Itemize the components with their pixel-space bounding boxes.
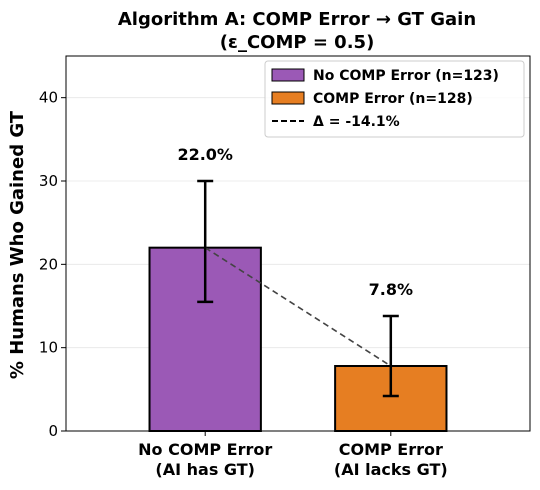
- data-label: 22.0%: [177, 145, 233, 164]
- y-gridlines: [66, 97, 530, 432]
- y-tick-label: 20: [39, 255, 58, 273]
- y-tick-label: 30: [39, 172, 58, 190]
- x-tick-label: (AI lacks GT): [334, 460, 448, 479]
- delta-connector: [204, 246, 392, 367]
- data-labels: 22.0% 7.8%: [177, 145, 413, 299]
- legend-box: [264, 60, 525, 138]
- chart-title: Algorithm A: COMP Error → GT Gain: [118, 9, 476, 30]
- legend-label: COMP Error (n=128): [313, 91, 473, 107]
- y-tick-label: 0: [48, 422, 58, 440]
- chart-subtitle: (ε_COMP = 0.5): [220, 32, 375, 53]
- data-label: 7.8%: [369, 280, 413, 299]
- legend-swatch: [271, 68, 305, 82]
- x-tick-label: No COMP Error: [138, 440, 272, 459]
- x-tick-label: (AI has GT): [155, 460, 255, 479]
- plot-frame: [65, 55, 531, 432]
- y-tick-label: 10: [39, 339, 58, 357]
- error-bars: [197, 179, 399, 398]
- bars: [148, 246, 448, 432]
- y-axis-ticks: 0 10 20 30 40: [39, 89, 66, 440]
- legend-swatch: [271, 91, 305, 105]
- x-tick-label: COMP Error: [339, 440, 443, 459]
- legend-label: Δ = -14.1%: [313, 114, 400, 130]
- legend-label: No COMP Error (n=123): [313, 68, 499, 84]
- delta-line: [204, 246, 392, 367]
- y-axis-label: % Humans Who Gained GT: [7, 110, 28, 379]
- y-tick-label: 40: [39, 89, 58, 107]
- x-axis-ticks: No COMP Error(AI has GT) COMP Error(AI la…: [138, 431, 448, 479]
- legend: No COMP Error (n=123) COMP Error (n=128) Δ…: [264, 60, 525, 138]
